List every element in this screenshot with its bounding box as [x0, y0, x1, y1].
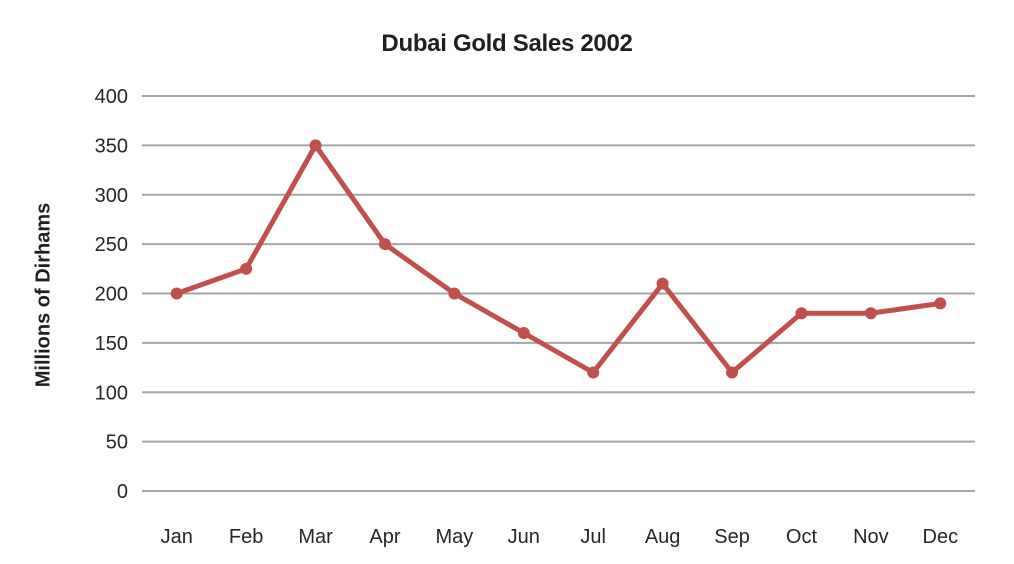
x-tick-label: Aug — [645, 526, 681, 548]
data-point-marker — [378, 238, 391, 251]
x-tick-label: Mar — [298, 526, 333, 548]
data-point-marker — [448, 287, 461, 300]
data-point-marker — [795, 307, 808, 320]
x-tick-label: Sep — [714, 526, 750, 548]
data-point-marker — [726, 366, 739, 379]
data-point-marker — [934, 297, 947, 310]
x-tick-label: Jan — [161, 526, 193, 548]
x-tick-label: Jul — [580, 526, 606, 548]
x-tick-label: Apr — [369, 526, 400, 548]
y-tick-label: 200 — [95, 284, 128, 306]
data-point-marker — [309, 139, 322, 152]
data-point-marker — [170, 287, 183, 300]
data-point-marker — [864, 307, 877, 320]
data-point-marker — [587, 366, 600, 379]
y-tick-label: 50 — [106, 432, 128, 454]
chart-title: Dubai Gold Sales 2002 — [381, 30, 633, 57]
y-tick-label: 100 — [95, 382, 128, 404]
sales-line — [174, 142, 943, 375]
data-point-marker — [240, 262, 253, 275]
data-point-marker — [517, 327, 530, 339]
y-tick-label: 0 — [117, 481, 128, 503]
y-tick-label: 300 — [95, 185, 128, 207]
x-tick-label: Oct — [786, 526, 818, 548]
y-tick-label: 150 — [95, 333, 128, 355]
x-tick-label: May — [435, 526, 473, 548]
x-tick-label: Dec — [923, 526, 959, 548]
y-tick-label: 350 — [95, 135, 128, 157]
x-tick-label: Feb — [229, 526, 263, 548]
y-tick-label: 250 — [95, 234, 128, 256]
x-tick-label: Jun — [508, 526, 540, 548]
x-tick-label: Nov — [853, 526, 889, 548]
data-point-marker — [656, 277, 669, 290]
y-tick-label: 400 — [95, 86, 128, 108]
